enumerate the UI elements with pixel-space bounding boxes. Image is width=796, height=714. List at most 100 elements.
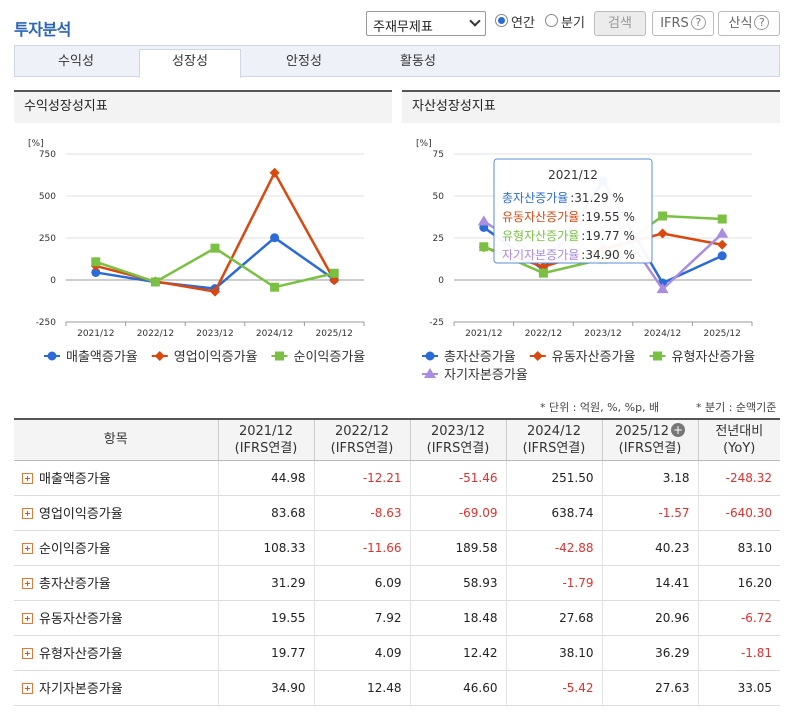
- tooltip-series-value: :19.55 %: [581, 210, 635, 224]
- radio-quarter-label[interactable]: 분기: [561, 16, 585, 31]
- cell-value: 38.10: [506, 635, 603, 671]
- column-basis: (IFRS연결): [426, 440, 490, 456]
- cell-value: 40.23: [602, 530, 699, 566]
- tab-stability[interactable]: 안정성: [286, 54, 322, 69]
- expand-icon[interactable]: [22, 683, 33, 694]
- row-label-text: 총자산증가율: [39, 577, 111, 592]
- data-point: [210, 243, 220, 253]
- data-point: [269, 167, 280, 178]
- cell-value: 46.60: [410, 670, 507, 706]
- row-label[interactable]: 총자산증가율: [14, 565, 219, 601]
- legend-marker: [532, 351, 543, 361]
- legend-label: 매출액증가율: [66, 350, 138, 365]
- row-label-text: 영업이익증가율: [39, 507, 123, 522]
- column-period: 2024/12: [526, 423, 581, 439]
- header-item: 항목: [14, 419, 219, 461]
- row-label[interactable]: 유형자산증가율: [14, 635, 219, 671]
- cell-value: -6.72: [698, 600, 780, 636]
- cell-value: -640.30: [698, 495, 780, 531]
- cell-value: 18.48: [410, 600, 507, 636]
- cell-value: 31.29: [218, 565, 315, 601]
- page-title: 투자분석: [14, 20, 71, 39]
- panel-title: 자산성장성지표: [402, 90, 780, 123]
- row-label[interactable]: 순이익증가율: [14, 530, 219, 566]
- x-tick-label: 2024/12: [256, 329, 293, 339]
- legend-marker: [425, 351, 435, 361]
- y-tick-label: -25: [429, 318, 444, 328]
- panel-title: 수익성장성지표: [14, 90, 392, 123]
- data-point: [656, 283, 669, 294]
- column-basis: (IFRS연결): [330, 440, 394, 456]
- cell-value: 19.55: [218, 600, 315, 636]
- data-point: [716, 227, 729, 238]
- cell-value: 44.98: [218, 460, 315, 496]
- search-button[interactable]: 검색: [594, 11, 646, 36]
- cell-value: 189.58: [410, 530, 507, 566]
- cell-value: -248.32: [698, 460, 780, 496]
- cell-value: 27.63: [602, 670, 699, 706]
- row-label[interactable]: 유동자산증가율: [14, 600, 219, 636]
- unit-label: [%]: [416, 139, 432, 149]
- cell-value: 20.96: [602, 600, 699, 636]
- y-tick-label: 250: [39, 234, 56, 244]
- tab-activity[interactable]: 활동성: [400, 54, 436, 69]
- radio-annual[interactable]: [495, 14, 508, 27]
- expand-icon[interactable]: [22, 543, 33, 554]
- table-row: 자기자본증가율 34.90 12.48 46.60 -5.42 27.63 33.05: [14, 670, 780, 706]
- column-header: 2022/12 (IFRS연결): [314, 419, 411, 461]
- legend-label: 유동자산증가율: [552, 350, 636, 365]
- row-label-text: 유동자산증가율: [39, 612, 123, 627]
- x-tick-label: 2022/12: [525, 329, 562, 339]
- tab-profitability[interactable]: 수익성: [58, 54, 94, 69]
- cell-value: 34.90: [218, 670, 315, 706]
- cell-value: 3.18: [602, 460, 699, 496]
- expand-icon[interactable]: [22, 613, 33, 624]
- y-tick-label: -250: [36, 318, 57, 328]
- column-header: 2023/12 (IFRS연결): [410, 419, 507, 461]
- y-tick-label: 75: [433, 150, 444, 160]
- radio-annual-label[interactable]: 연간: [511, 16, 535, 31]
- cell-value: -8.63: [314, 495, 411, 531]
- column-period: 전년대비: [715, 423, 764, 439]
- row-label[interactable]: 자기자본증가율: [14, 670, 219, 706]
- data-point: [329, 268, 339, 278]
- x-tick-label: 2025/12: [316, 329, 353, 339]
- row-label-text: 순이익증가율: [39, 542, 111, 557]
- expand-icon[interactable]: [22, 648, 33, 659]
- cell-value: -42.88: [506, 530, 603, 566]
- tab-growth[interactable]: 성장성: [139, 49, 241, 78]
- profit-growth-chart: [%]750 500 250 0 -250 2021/12 2022/12 2023/12 20…: [28, 139, 365, 365]
- legend-marker: [154, 351, 165, 361]
- cell-value: -1.81: [698, 635, 780, 671]
- row-label[interactable]: 매출액증가율: [14, 460, 219, 496]
- legend-marker: [653, 351, 662, 361]
- cell-value: -5.42: [506, 670, 603, 706]
- tooltip-series-name: 총자산증가율: [502, 191, 568, 205]
- data-point: [270, 282, 280, 292]
- table-row: 유형자산증가율 19.77 4.09 12.42 38.10 36.29 -1.81: [14, 635, 780, 671]
- ifrs-help-button[interactable]: IFRS?: [652, 11, 714, 36]
- cell-value: 638.74: [506, 495, 603, 531]
- y-tick-label: 500: [39, 192, 56, 202]
- y-tick-label: 0: [50, 276, 56, 286]
- expand-icon[interactable]: [22, 508, 33, 519]
- statement-select[interactable]: 주재무제표: [366, 11, 486, 36]
- add-column-icon[interactable]: +: [671, 422, 685, 437]
- radio-quarter[interactable]: [545, 14, 558, 27]
- row-label-text: 유형자산증가율: [39, 647, 123, 662]
- formula-help-button[interactable]: 산식?: [718, 11, 780, 36]
- cell-value: 6.09: [314, 565, 411, 601]
- quarter-note: * 분기 : 순액기준: [696, 401, 777, 414]
- row-label-text: 자기자본증가율: [39, 682, 123, 697]
- expand-icon[interactable]: [22, 473, 33, 484]
- table-body: 매출액증가율 44.98 -12.21 -51.46 251.50 3.18 -248.32…: [14, 460, 780, 706]
- ifrs-label: IFRS: [660, 16, 689, 31]
- data-point: [270, 233, 280, 243]
- expand-icon[interactable]: [22, 578, 33, 589]
- row-label[interactable]: 영업이익증가율: [14, 495, 219, 531]
- table-row: 매출액증가율 44.98 -12.21 -51.46 251.50 3.18 -248.32: [14, 460, 780, 496]
- table-row: 영업이익증가율 83.68 -8.63 -69.09 638.74 -1.57 -640.3…: [14, 495, 780, 531]
- chevron-down-icon: [469, 15, 481, 27]
- data-point: [91, 257, 101, 267]
- column-period: 2025/12: [614, 423, 669, 439]
